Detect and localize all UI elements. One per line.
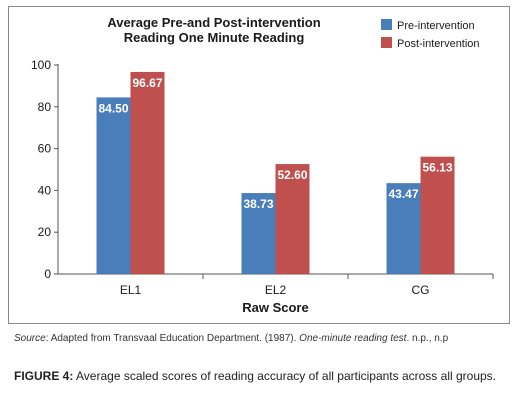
y-tick-label: 0 bbox=[44, 267, 51, 281]
legend-swatch bbox=[381, 19, 392, 30]
chart-title-line: Reading One Minute Reading bbox=[124, 30, 305, 45]
data-label: 52.60 bbox=[277, 168, 307, 182]
bar-chart: Average Pre-and Post-interventionReading… bbox=[31, 15, 494, 315]
bar-pre-intervention bbox=[241, 193, 276, 274]
legend-label: Pre-intervention bbox=[397, 20, 475, 32]
x-tick-label: CG bbox=[412, 283, 430, 297]
data-label: 38.73 bbox=[243, 197, 273, 211]
figure-caption-text: Average scaled scores of reading accurac… bbox=[73, 369, 497, 383]
x-axis-title: Raw Score bbox=[242, 300, 308, 315]
bar-post-intervention bbox=[130, 71, 165, 274]
y-tick-label: 80 bbox=[38, 100, 52, 114]
chart-title-line: Average Pre-and Post-intervention bbox=[107, 15, 320, 30]
bar-post-intervention bbox=[275, 164, 310, 274]
source-title: One-minute reading test bbox=[299, 333, 407, 344]
data-label: 96.67 bbox=[132, 76, 162, 90]
figure-label: FIGURE 4: bbox=[14, 369, 74, 383]
legend-swatch bbox=[381, 37, 392, 48]
bar-pre-intervention bbox=[386, 183, 421, 274]
bar-post-intervention bbox=[420, 156, 455, 274]
source-text: : Adapted from Transvaal Education Depar… bbox=[45, 333, 300, 344]
source-text-end: . n.p., n.p bbox=[406, 333, 449, 344]
x-tick-label: EL2 bbox=[265, 283, 287, 297]
y-tick-label: 60 bbox=[38, 142, 52, 156]
figure-caption: FIGURE 4: Average scaled scores of readi… bbox=[14, 369, 506, 384]
legend-label: Post-intervention bbox=[397, 38, 480, 50]
x-tick-label: EL1 bbox=[120, 283, 142, 297]
chart-frame: Average Pre-and Post-intervention Reading… bbox=[8, 6, 510, 324]
y-tick-label: 100 bbox=[31, 58, 51, 72]
data-label: 56.13 bbox=[422, 161, 452, 175]
y-tick-label: 40 bbox=[38, 183, 52, 197]
source-note: Source: Adapted from Transvaal Education… bbox=[14, 332, 506, 345]
source-label: Source bbox=[14, 333, 46, 344]
y-tick-label: 20 bbox=[38, 225, 52, 239]
data-label: 43.47 bbox=[388, 187, 418, 201]
bar-pre-intervention bbox=[96, 97, 131, 275]
data-label: 84.50 bbox=[98, 101, 128, 115]
